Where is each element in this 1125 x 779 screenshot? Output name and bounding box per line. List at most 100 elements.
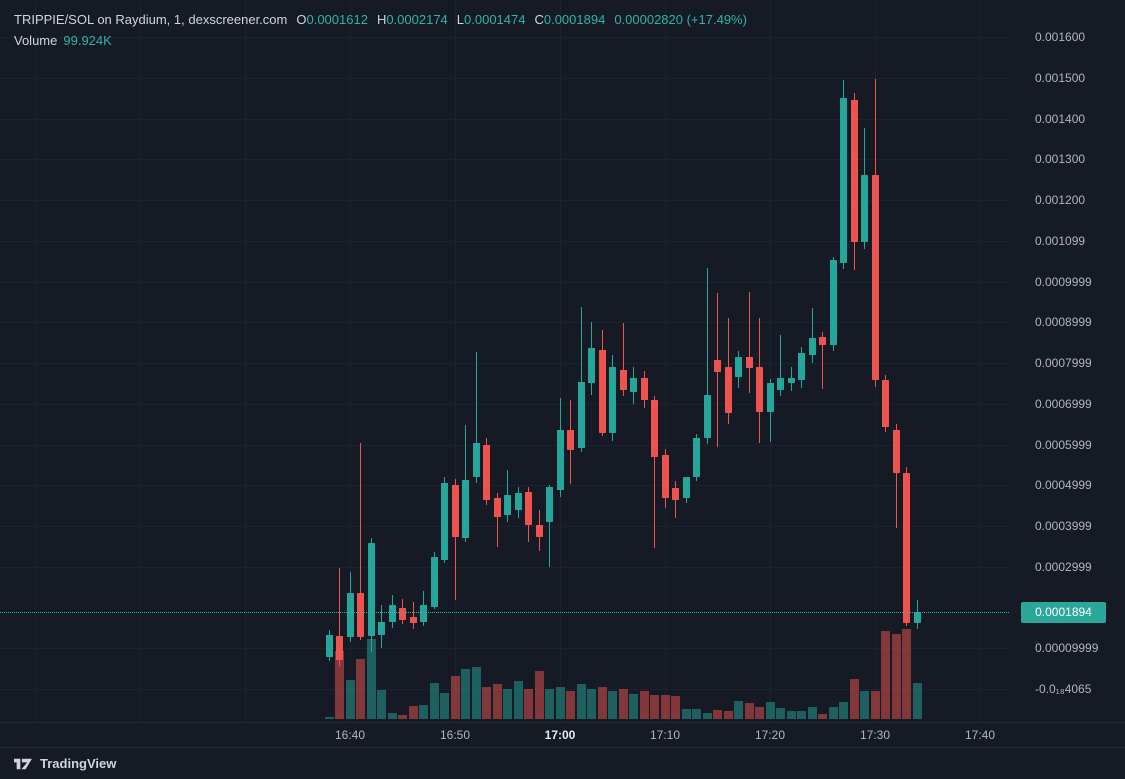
candle-body xyxy=(389,605,396,623)
volume-bar xyxy=(598,687,607,719)
price-axis-label: 0.0008999 xyxy=(1035,315,1092,329)
candle-body xyxy=(735,357,742,377)
volume-bar xyxy=(724,711,733,719)
candle-body xyxy=(399,608,406,621)
candle-body xyxy=(872,175,879,380)
candle-body xyxy=(903,473,910,623)
candle-body xyxy=(578,382,585,448)
volume-bar xyxy=(703,713,712,719)
time-axis[interactable]: 16:40 16:50 17:00 17:10 17:20 17:30 17:40 xyxy=(0,722,1125,748)
price-axis-label: 0.001300 xyxy=(1035,152,1086,166)
candle-wick xyxy=(707,268,708,444)
price-axis[interactable]: 0.0001894 0.001600 0.001500 0.001400 0.0013… xyxy=(1010,0,1125,722)
candle-body xyxy=(368,543,375,636)
volume-bar xyxy=(325,717,334,719)
candle-body xyxy=(714,360,721,372)
candle-body xyxy=(809,338,816,355)
volume-bar xyxy=(608,691,617,719)
volume-bar xyxy=(524,689,533,719)
candle-wick xyxy=(476,352,477,483)
candle-body xyxy=(557,430,564,491)
time-gridline xyxy=(980,0,981,722)
candle-body xyxy=(683,477,690,498)
volume-bar xyxy=(503,689,512,719)
price-axis-label: 0.0007999 xyxy=(1035,356,1092,370)
price-axis-label: 0.001400 xyxy=(1035,112,1086,126)
price-axis-label: 0.0005999 xyxy=(1035,438,1092,452)
volume-bar xyxy=(860,691,869,719)
time-axis-label: 16:50 xyxy=(439,728,471,742)
candle-wick xyxy=(812,308,813,363)
volume-row: Volume 99.924K xyxy=(14,30,747,51)
volume-bar xyxy=(430,683,439,719)
candle-body xyxy=(441,483,448,560)
close-value: 0.0001894 xyxy=(543,12,606,27)
open-stat: O 0.0001612 xyxy=(296,9,368,30)
candle-body xyxy=(882,380,889,427)
volume-bar xyxy=(839,702,848,719)
price-axis-label: 0.001600 xyxy=(1035,30,1086,44)
candle-body xyxy=(704,395,711,438)
candle-body xyxy=(788,378,795,383)
symbol-ohlc-row: TRIPPIE/SOL on Raydium, 1, dexscreener.c… xyxy=(14,9,747,30)
volume-bar xyxy=(797,711,806,719)
price-gridline xyxy=(0,282,1010,283)
candle-body xyxy=(462,480,469,538)
volume-bar xyxy=(671,696,680,719)
time-axis-label: 17:10 xyxy=(649,728,681,742)
time-gridline xyxy=(770,0,771,722)
volume-bar xyxy=(850,679,859,719)
price-gridline xyxy=(0,485,1010,486)
open-value: 0.0001612 xyxy=(306,12,368,27)
volume-bar xyxy=(440,693,449,719)
candle-body xyxy=(609,367,616,433)
candle-body xyxy=(641,378,648,400)
volume-bar xyxy=(398,715,407,719)
candle-body xyxy=(819,337,826,346)
volume-bar xyxy=(535,671,544,719)
volume-bar xyxy=(619,689,628,719)
tradingview-link[interactable]: TradingView xyxy=(14,756,116,771)
price-gridline xyxy=(0,567,1010,568)
candle-body xyxy=(546,487,553,523)
candle-body xyxy=(326,635,333,657)
volume-bar xyxy=(661,695,670,719)
volume-bar xyxy=(472,667,481,719)
volume-bar xyxy=(682,709,691,719)
chart-pane[interactable] xyxy=(0,0,1010,722)
price-gridline xyxy=(0,363,1010,364)
candle-body xyxy=(525,492,532,525)
time-axis-label: 17:30 xyxy=(859,728,891,742)
volume-bar xyxy=(640,691,649,719)
price-axis-label: -0.0₁₈4065 xyxy=(1035,682,1092,696)
volume-bar xyxy=(776,708,785,719)
high-stat: H 0.0002174 xyxy=(377,9,448,30)
price-gridline xyxy=(0,445,1010,446)
volume-bar xyxy=(745,703,754,719)
volume-bar xyxy=(713,710,722,719)
volume-bar xyxy=(419,705,428,719)
candle-body xyxy=(693,438,700,478)
low-stat: L 0.0001474 xyxy=(457,9,526,30)
volume-bar xyxy=(871,691,880,719)
volume-bar xyxy=(577,684,586,719)
time-axis-label: 17:20 xyxy=(754,728,786,742)
volume-bar xyxy=(692,709,701,719)
candle-body xyxy=(672,488,679,500)
candle-body xyxy=(567,430,574,451)
volume-bar xyxy=(566,691,575,719)
volume-bar xyxy=(367,639,376,719)
volume-bar xyxy=(356,659,365,719)
change-value: 0.00002820 (+17.49%) xyxy=(614,12,747,27)
time-gridline xyxy=(455,0,456,722)
volume-bar xyxy=(493,684,502,719)
candle-wick xyxy=(749,292,750,393)
candle-body xyxy=(357,593,364,637)
volume-bar xyxy=(587,689,596,719)
price-gridline xyxy=(0,404,1010,405)
candle-body xyxy=(588,348,595,384)
volume-bar xyxy=(545,689,554,719)
price-axis-label: 0.0009999 xyxy=(1035,275,1092,289)
volume-bar xyxy=(556,687,565,719)
candle-wick xyxy=(413,602,414,629)
